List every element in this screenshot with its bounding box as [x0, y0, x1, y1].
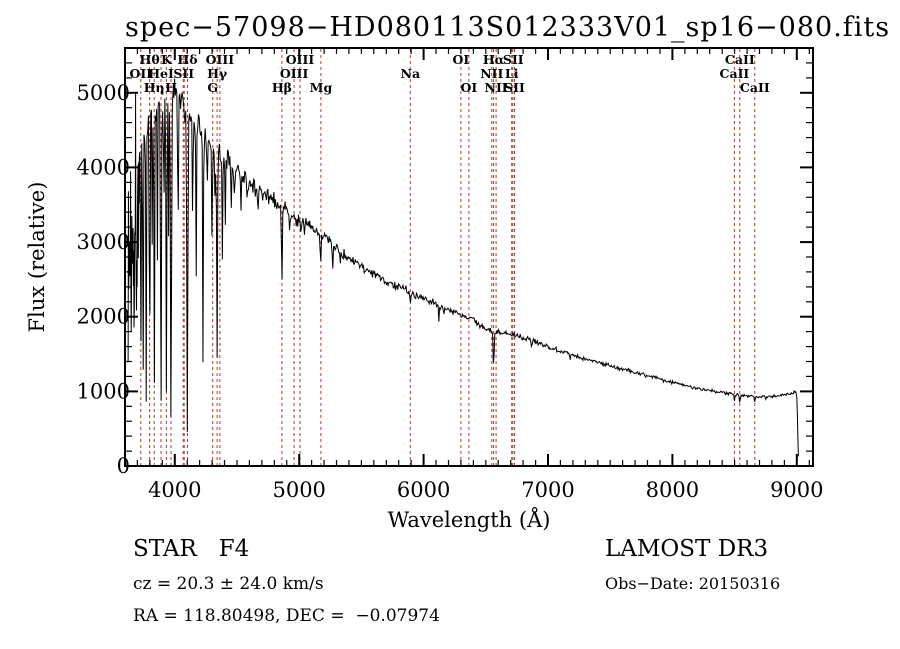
x-axis: 4000 5000 6000 7000 8000 9000 Wavelength (Å) — [124, 49, 824, 532]
line-label-hδ: Hδ — [177, 52, 197, 67]
spectral-line-markers — [140, 49, 756, 465]
survey-label: LAMOST DR3 — [605, 536, 769, 562]
y-tick-label: 4000 — [77, 155, 130, 179]
y-axis-title: Flux (relative) — [25, 182, 49, 333]
line-label-h: H — [165, 80, 177, 95]
spectrum — [127, 78, 799, 457]
x-tick-label: 9000 — [770, 478, 823, 502]
line-label-sii: SII — [503, 52, 524, 67]
line-label-caii: CaII — [725, 52, 755, 67]
y-tick-label: 1000 — [77, 379, 130, 403]
x-tick-label: 8000 — [646, 478, 699, 502]
x-tick-label: 6000 — [397, 478, 450, 502]
line-label-hα: Hα — [483, 52, 505, 67]
y-tick-label: 3000 — [77, 230, 130, 254]
line-label-hei: HeI — [148, 66, 174, 81]
line-label-oi: OI — [453, 52, 470, 67]
y-axis: 0 1000 2000 3000 4000 5000 Flux (relative) — [25, 47, 812, 478]
x-tick-label: 5000 — [272, 478, 325, 502]
line-label-hβ: Hβ — [272, 80, 292, 95]
line-label-oi: OI — [461, 80, 478, 95]
line-label-oiii: OIII — [280, 66, 309, 81]
line-label-oiii: OIII — [286, 52, 315, 67]
line-label-sii: SII — [173, 66, 194, 81]
y-tick-label: 0 — [117, 454, 130, 478]
y-tick-label: 2000 — [77, 305, 130, 329]
plot-title: spec−57098−HD080113S012333V01_sp16−080.f… — [125, 12, 891, 43]
cz-value: cz = 20.3 ± 24.0 km/s — [133, 574, 324, 594]
plot-frame — [124, 47, 814, 467]
line-label-nii: NII — [485, 80, 508, 95]
x-tick-label: 4000 — [148, 478, 201, 502]
frame — [124, 47, 814, 467]
line-label-caii: CaII — [740, 80, 770, 95]
line-label-oii: OII — [130, 66, 153, 81]
ra-dec-value: RA = 118.80498, DEC = −0.07974 — [133, 606, 440, 626]
line-label-hη: Hη — [144, 80, 165, 95]
obs-date-value: Obs−Date: 20150316 — [605, 574, 781, 593]
line-label-li: Li — [505, 66, 519, 81]
x-axis-title: Wavelength (Å) — [388, 507, 551, 532]
line-label-caii: CaII — [720, 66, 750, 81]
line-label-na: Na — [401, 66, 421, 81]
spectrum-trace — [127, 78, 799, 457]
line-label-sii: SII — [504, 80, 525, 95]
x-tick-label: 7000 — [521, 478, 574, 502]
line-label-k: K — [161, 52, 173, 67]
line-label-nii: NII — [480, 66, 503, 81]
line-label-hγ: Hγ — [207, 66, 228, 81]
line-label-oiii: OIII — [206, 52, 235, 67]
line-label-hθ: Hθ — [140, 52, 160, 67]
y-tick-label: 5000 — [77, 81, 130, 105]
line-label-g: G — [207, 80, 218, 95]
object-class-label: STAR F4 — [133, 536, 250, 562]
line-label-mg: Mg — [310, 80, 333, 95]
